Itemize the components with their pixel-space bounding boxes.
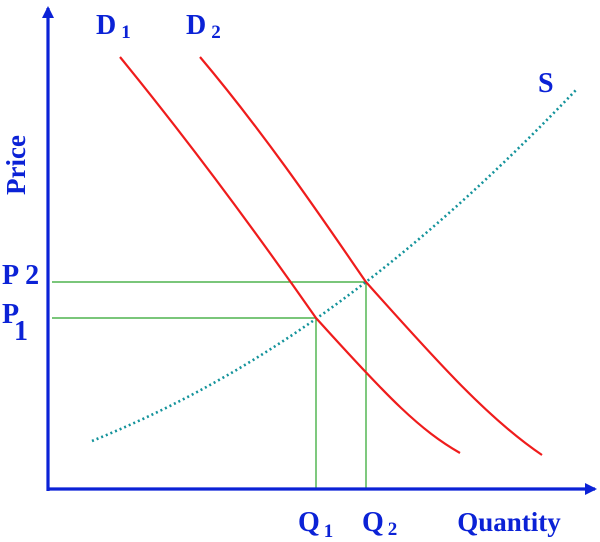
p2-letter: P (2, 260, 19, 291)
supply-curve (91, 89, 577, 443)
d1-subscript: 1 (121, 22, 131, 43)
demand-curve-d1 (119, 56, 461, 454)
demand-curve-d2 (199, 56, 543, 456)
d2-subscript: 2 (211, 22, 221, 43)
q1-subscript: 1 (324, 521, 334, 542)
q1-letter: Q (298, 507, 320, 538)
y-axis-label: Price (1, 135, 31, 195)
d1-letter: D (96, 10, 116, 41)
p1-label: P (2, 299, 19, 330)
p1-subscript: 1 (14, 316, 28, 347)
d2-letter: D (186, 10, 206, 41)
s-label: S (538, 68, 554, 99)
guide-lines (52, 281, 367, 489)
x-axis-label: Quantity (457, 507, 561, 537)
p1-letter: P (2, 299, 19, 330)
q2-subscript: 2 (388, 519, 398, 540)
q2-letter: Q (362, 507, 384, 538)
p2-subscript: 2 (25, 260, 39, 291)
